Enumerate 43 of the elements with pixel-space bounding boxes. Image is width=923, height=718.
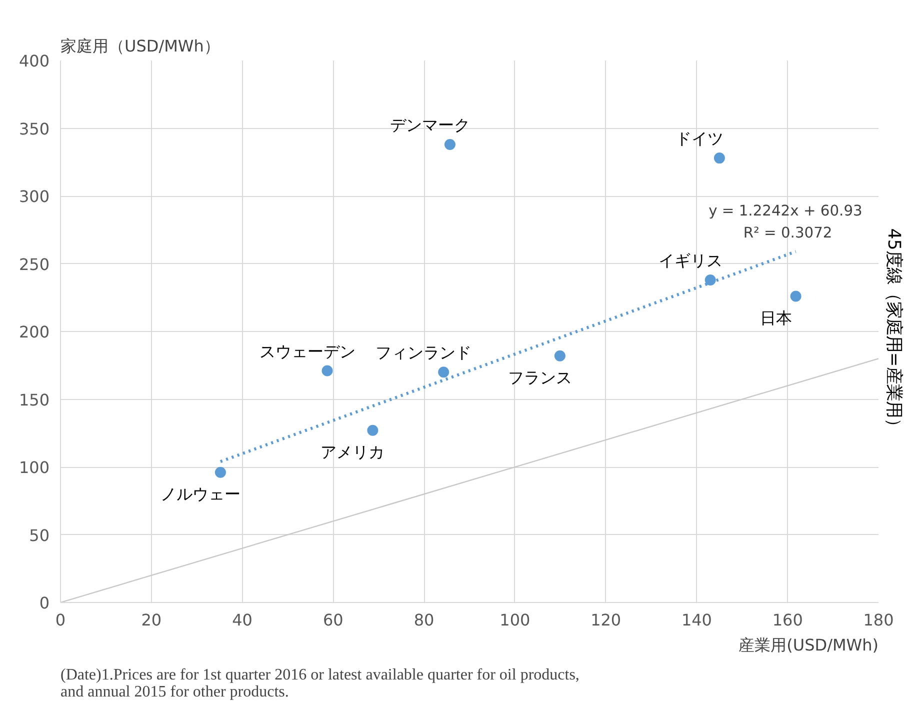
y-tick-label: 400 <box>18 52 50 70</box>
point <box>790 290 802 302</box>
x-tick-label: 180 <box>863 610 894 630</box>
x-tick-label: 140 <box>681 610 712 630</box>
point <box>714 152 725 164</box>
x-tick-label: 20 <box>141 610 162 630</box>
y-tick-label: 300 <box>18 187 50 206</box>
y-tick-label: 100 <box>18 458 50 477</box>
x-tick-label: 40 <box>232 610 252 630</box>
x-tick-label: 100 <box>500 610 530 630</box>
annotation: フィンランド <box>376 343 472 362</box>
x-tick-label: 0 <box>55 610 66 630</box>
point <box>438 366 450 378</box>
annotation: アメリカ <box>320 442 385 462</box>
y-tick-label: 150 <box>18 390 50 410</box>
x-tick-label: 80 <box>414 610 434 630</box>
x-tick-label: 60 <box>322 610 344 630</box>
y-tick-label: 250 <box>18 254 50 274</box>
x-axis-title: 産業用(USD/MWh) <box>738 636 878 654</box>
point <box>554 350 566 362</box>
point <box>214 466 226 478</box>
annotation: ノルウェー <box>160 484 240 504</box>
annotation: y = 1.2242x + 60.93 <box>708 202 862 220</box>
x-tick-label: 160 <box>772 610 803 630</box>
annotation: フランス <box>508 368 572 387</box>
x-tick-label: 120 <box>590 610 622 630</box>
y-tick-label: 200 <box>18 322 50 342</box>
y-tick-label: 50 <box>29 526 50 545</box>
y-axis-title: 家庭用（USD/MWh） <box>60 36 220 56</box>
annotation: 日本 <box>760 308 792 328</box>
point <box>322 365 333 376</box>
annotation: スウェーデン <box>259 342 356 361</box>
point <box>367 424 378 436</box>
y-tick-label: 0 <box>39 594 50 612</box>
annotation: デンマーク <box>390 116 470 135</box>
point <box>444 139 456 150</box>
annotation: イギリス <box>658 251 722 270</box>
y-tick-label: 350 <box>18 119 50 138</box>
text: (Date)1.Prices are for 1st quarter 2016 or latest available quarter for oil products, and annual 2015 for other products. <box>60 666 580 700</box>
annotation: ドイツ <box>675 129 724 148</box>
annotation: R² = 0.3072 <box>743 224 832 242</box>
text: 45度線（家庭用=産業用） <box>884 228 904 435</box>
point <box>704 274 716 286</box>
